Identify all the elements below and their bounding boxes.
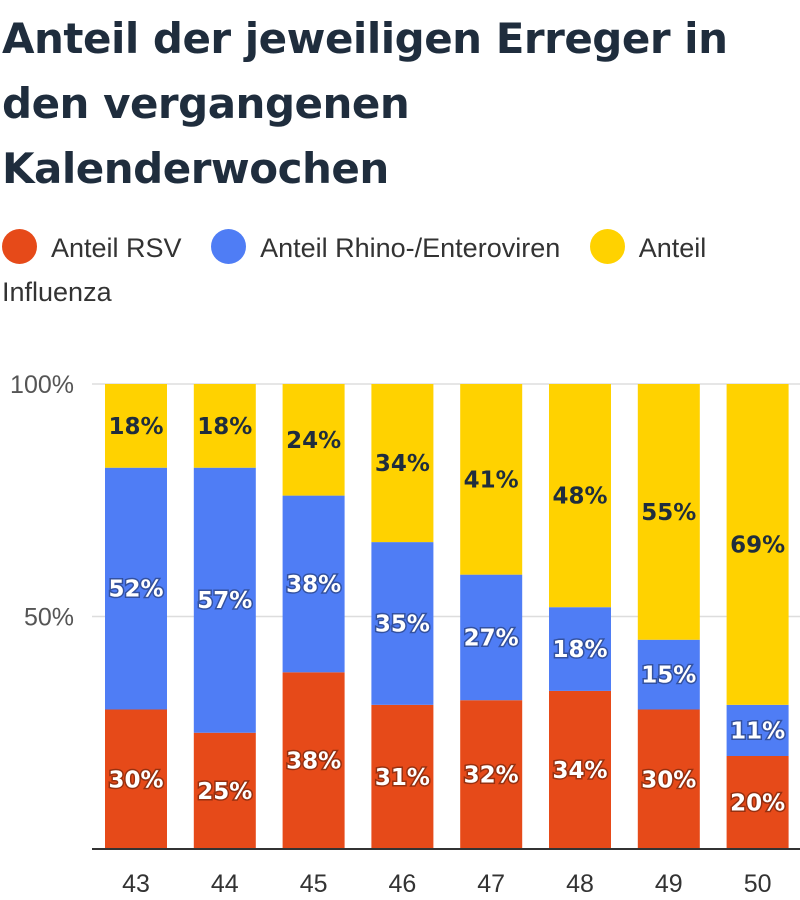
data-label: 34% bbox=[552, 758, 607, 784]
data-label: 35% bbox=[375, 611, 430, 637]
data-label: 20% bbox=[730, 791, 785, 817]
data-label: 18% bbox=[108, 414, 163, 440]
bar-anteil-rhino-enteroviren-kw-50[interactable] bbox=[726, 704, 789, 756]
data-label: 18% bbox=[197, 414, 252, 440]
bar-anteil-rsv-kw-49[interactable] bbox=[637, 709, 700, 850]
legend-swatch-rsv bbox=[2, 229, 37, 264]
data-label: 32% bbox=[464, 763, 519, 789]
bar-anteil-rsv-kw-48[interactable] bbox=[549, 690, 611, 849]
data-label: 18% bbox=[552, 637, 607, 663]
legend-swatch-influenza bbox=[589, 229, 625, 264]
bar-anteil-rsv-kw-43[interactable] bbox=[105, 709, 167, 850]
legend-label-influenza: Anteil Influenza bbox=[2, 233, 707, 307]
data-label: 55% bbox=[641, 500, 696, 526]
legend-item-influenza[interactable]: Anteil Influenza bbox=[2, 229, 707, 307]
data-label: 25% bbox=[197, 779, 252, 805]
data-label: 57% bbox=[197, 588, 252, 614]
x-tick-label: 46 bbox=[388, 870, 416, 898]
data-label: 30% bbox=[108, 767, 163, 793]
bar-anteil-rsv-kw-44[interactable] bbox=[193, 732, 256, 849]
legend-label-rsv: Anteil RSV bbox=[51, 233, 182, 263]
bar-anteil-rsv-kw-50[interactable] bbox=[726, 756, 789, 849]
data-label: 15% bbox=[641, 663, 696, 689]
data-label: 38% bbox=[286, 749, 341, 775]
bar-anteil-rhino-enteroviren-kw-48[interactable] bbox=[549, 607, 611, 691]
x-tick-label: 45 bbox=[300, 870, 328, 898]
x-tick-label: 48 bbox=[566, 870, 594, 898]
bar-anteil-rhino-enteroviren-kw-46[interactable] bbox=[371, 542, 434, 705]
bar-anteil-influenza-kw-43[interactable] bbox=[105, 384, 167, 468]
bar-anteil-rhino-enteroviren-kw-49[interactable] bbox=[637, 639, 700, 710]
y-tick-label: 50% bbox=[24, 604, 74, 632]
legend-swatch-rhino-enteroviren bbox=[211, 229, 247, 264]
bar-anteil-influenza-kw-49[interactable] bbox=[637, 384, 700, 640]
legend: Anteil RSV Anteil Rhino-/Enteroviren Ant… bbox=[2, 226, 792, 314]
data-label: 34% bbox=[375, 451, 430, 477]
data-label: 30% bbox=[641, 767, 696, 793]
bar-anteil-rhino-enteroviren-kw-45[interactable] bbox=[282, 495, 345, 673]
data-label: 48% bbox=[552, 484, 607, 510]
bar-anteil-influenza-kw-46[interactable] bbox=[371, 384, 434, 543]
bar-anteil-rhino-enteroviren-kw-47[interactable] bbox=[460, 574, 523, 701]
bar-anteil-influenza-kw-50[interactable] bbox=[726, 384, 789, 705]
bar-anteil-influenza-kw-48[interactable] bbox=[549, 384, 611, 608]
bar-anteil-influenza-kw-44[interactable] bbox=[193, 384, 256, 468]
data-label: 27% bbox=[464, 625, 519, 651]
bar-anteil-rhino-enteroviren-kw-44[interactable] bbox=[193, 467, 256, 733]
x-tick-label: 44 bbox=[211, 870, 239, 898]
data-label: 69% bbox=[730, 532, 785, 558]
x-tick-label: 50 bbox=[744, 870, 772, 898]
data-label: 11% bbox=[730, 718, 785, 744]
data-label: 24% bbox=[286, 428, 341, 454]
bar-anteil-rsv-kw-47[interactable] bbox=[460, 700, 523, 849]
y-tick-label: 100% bbox=[10, 371, 74, 399]
x-tick-label: 47 bbox=[477, 870, 505, 898]
data-label: 38% bbox=[286, 572, 341, 598]
bar-anteil-rsv-kw-45[interactable] bbox=[282, 672, 345, 849]
bar-anteil-rhino-enteroviren-kw-43[interactable] bbox=[105, 467, 167, 710]
bar-anteil-influenza-kw-47[interactable] bbox=[460, 384, 523, 575]
data-label: 41% bbox=[464, 467, 519, 493]
data-label: 52% bbox=[108, 577, 163, 603]
legend-label-rhino-enteroviren: Anteil Rhino-/Enteroviren bbox=[260, 233, 561, 263]
legend-item-rhino-enteroviren[interactable]: Anteil Rhino-/Enteroviren bbox=[211, 229, 561, 264]
chart-title: Anteil der jeweiligen Erreger in den ver… bbox=[2, 14, 728, 193]
bar-anteil-influenza-kw-45[interactable] bbox=[282, 384, 345, 496]
x-tick-label: 43 bbox=[122, 870, 150, 898]
x-tick-label: 49 bbox=[655, 870, 683, 898]
legend-item-rsv[interactable]: Anteil RSV bbox=[2, 229, 182, 264]
data-label: 31% bbox=[375, 765, 430, 791]
bar-anteil-rsv-kw-46[interactable] bbox=[371, 704, 434, 849]
